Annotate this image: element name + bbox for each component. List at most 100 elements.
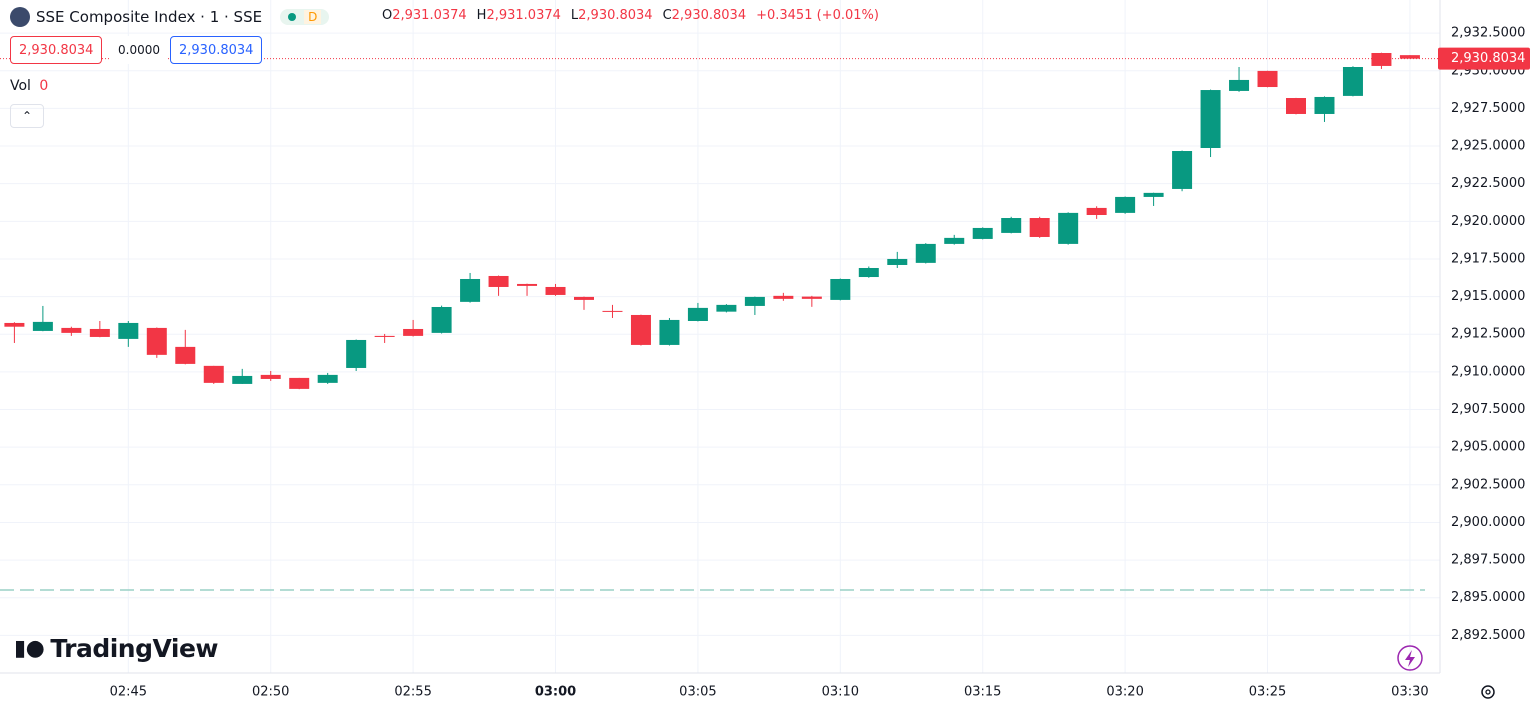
ohlc-label: L: [570, 8, 579, 23]
candle-body: [972, 227, 993, 239]
x-tick-label: 03:25: [1249, 685, 1286, 700]
candle-body: [89, 328, 110, 337]
collapse-button[interactable]: ⌃: [10, 104, 44, 128]
grid: [0, 0, 1440, 673]
candle-body: [602, 310, 623, 312]
candle-body: [32, 321, 53, 331]
candle-body: [1371, 52, 1392, 66]
candle-body: [574, 296, 594, 300]
candle-body: [403, 328, 424, 336]
last-price-label: 2,930.8034: [1451, 51, 1525, 66]
y-tick-label: 2,897.5000: [1451, 553, 1525, 568]
x-tick-label: 03:05: [679, 685, 716, 700]
x-tick-label: 03:00: [535, 685, 576, 700]
candle-body: [1086, 207, 1107, 215]
settings-icon[interactable]: [1481, 685, 1495, 699]
mode-badge: D: [304, 10, 322, 24]
candle-body: [944, 237, 965, 244]
ohlc-value: 2,931.0374: [392, 8, 467, 23]
candle-body: [346, 339, 367, 368]
candle-body: [289, 377, 310, 389]
y-tick-label: 2,892.5000: [1451, 628, 1525, 643]
y-tick-label: 2,900.0000: [1451, 515, 1525, 530]
sell-price[interactable]: 2,930.8034: [10, 36, 103, 64]
alert-bolt: [1405, 650, 1415, 667]
candle-body: [744, 296, 765, 306]
candle-body: [1058, 212, 1079, 244]
ohlc-item: C2,930.8034: [663, 8, 747, 23]
x-tick-label: 02:45: [110, 685, 147, 700]
symbol-header: SSE Composite Index · 1 · SSE D: [10, 6, 330, 28]
symbol-logo: [10, 7, 30, 27]
y-tick-label: 2,920.0000: [1451, 214, 1525, 229]
y-tick-label: 2,895.0000: [1451, 590, 1525, 605]
brand-mark: ▮●: [14, 636, 45, 661]
candle-body: [687, 307, 708, 321]
ohlc-legend: O2,931.0374 H2,931.0374 L2,930.8034 C2,9…: [382, 8, 879, 23]
candle-body: [4, 322, 25, 327]
candle-body: [716, 304, 737, 312]
ohlc-value: 2,930.8034: [671, 8, 747, 23]
y-tick-label: 2,905.0000: [1451, 440, 1525, 455]
buy-price[interactable]: 2,930.8034: [170, 36, 263, 64]
x-tick-label: 02:50: [252, 685, 289, 700]
candle-body: [488, 275, 509, 287]
candle-body: [659, 319, 680, 345]
symbol-title[interactable]: SSE Composite Index · 1 · SSE: [36, 8, 263, 26]
candle-body: [1115, 196, 1136, 213]
candle-body: [1029, 218, 1050, 237]
candle-body: [1286, 98, 1306, 114]
brand-name: TradingView: [50, 634, 219, 663]
y-tick-label: 2,902.5000: [1451, 477, 1525, 492]
candle-body: [175, 346, 196, 364]
candle-body: [1342, 66, 1363, 96]
ohlc-label: C: [662, 8, 672, 23]
candle-body: [630, 314, 651, 345]
candle-body: [431, 306, 452, 333]
x-tick-label: 02:55: [394, 685, 431, 700]
spread: 0.0000: [110, 36, 168, 64]
y-tick-label: 2,925.0000: [1451, 139, 1525, 154]
brand-logo: ▮● TradingView: [14, 634, 219, 663]
candle-body: [61, 327, 82, 333]
volume-value: 0: [39, 78, 49, 94]
y-tick-label: 2,927.5000: [1451, 101, 1525, 116]
y-tick-label: 2,922.5000: [1451, 176, 1525, 191]
y-tick-label: 2,915.0000: [1451, 289, 1525, 304]
candle-body: [1399, 55, 1420, 59]
candle-body: [374, 335, 395, 337]
status-dot: [288, 13, 297, 21]
candle-body: [118, 322, 139, 339]
market-status[interactable]: D: [280, 9, 330, 25]
y-tick-label: 2,917.5000: [1451, 251, 1525, 266]
y-tick-label: 2,907.5000: [1451, 402, 1525, 417]
ohlc-label: H: [476, 8, 487, 23]
ohlc-item: O2,931.0374: [382, 8, 467, 23]
ohlc-item: L2,930.8034: [571, 8, 653, 23]
y-tick-label: 2,932.5000: [1451, 26, 1525, 41]
x-tick-label: 03:10: [822, 685, 859, 700]
change: +0.3451 (+0.01%): [756, 8, 879, 23]
candle-body: [1143, 192, 1164, 197]
candle-body: [317, 374, 338, 383]
volume-legend: Vol 0: [10, 78, 48, 94]
candle-body: [887, 258, 908, 265]
y-tick-label: 2,912.5000: [1451, 327, 1525, 342]
candle-body: [1172, 151, 1193, 189]
candle-body: [915, 243, 936, 263]
candle-body: [232, 375, 253, 384]
settings-icon-core: [1485, 689, 1491, 695]
x-tick-label: 03:20: [1106, 685, 1143, 700]
candle-body: [1200, 90, 1221, 148]
candle-body: [260, 374, 281, 379]
alert-icon[interactable]: [1397, 645, 1423, 671]
candle-body: [517, 283, 538, 286]
x-tick-label: 03:30: [1391, 685, 1428, 700]
candle-body: [1257, 70, 1278, 88]
candle-body: [460, 278, 481, 302]
y-tick-label: 2,910.0000: [1451, 364, 1525, 379]
candle-body: [1229, 79, 1250, 91]
